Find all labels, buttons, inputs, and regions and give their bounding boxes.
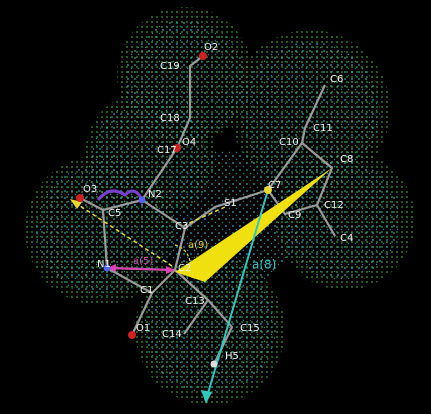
atom-label: C13 — [185, 296, 205, 307]
angle-label: a(9) — [188, 240, 208, 251]
atom-label: C1 — [140, 285, 153, 296]
atom-label: N1 — [97, 259, 111, 270]
angle-label: a(5) — [133, 256, 153, 267]
atom-label: C7 — [268, 180, 281, 191]
atom-label: C5 — [108, 208, 121, 219]
atoms — [76, 52, 272, 368]
atom-label: C9 — [288, 210, 301, 221]
atom-label: O3 — [83, 184, 97, 195]
atom-label: C14 — [162, 329, 182, 340]
atom-label: S1 — [224, 198, 237, 209]
atom-label: C6 — [330, 74, 343, 85]
surface — [25, 7, 415, 405]
atom-label: C3 — [175, 221, 188, 232]
atom-label: C8 — [340, 154, 353, 165]
angle-label: a(8) — [252, 258, 276, 272]
atom-label: C2 — [178, 263, 191, 274]
atom-label: C15 — [240, 323, 260, 334]
atom-label: C4 — [340, 233, 353, 244]
atom-label: O2 — [204, 42, 218, 53]
atom-label: C11 — [313, 123, 333, 134]
atom-label: C17 — [157, 145, 177, 156]
atom-label: C18 — [160, 113, 180, 124]
atom-labels: O2 C19 C18 O4 C17 C6 C11 C10 C8 O3 N2 C5 S1 C7 C9 C12 C4… — [83, 42, 353, 362]
atom-label: H5 — [225, 351, 239, 362]
atom-label: C12 — [324, 200, 344, 211]
atom-label: N2 — [148, 189, 162, 200]
atom-label: C19 — [160, 61, 180, 72]
atom-label: O1 — [136, 323, 150, 334]
atom-label: O4 — [182, 137, 196, 148]
atom-label: C10 — [279, 137, 299, 148]
